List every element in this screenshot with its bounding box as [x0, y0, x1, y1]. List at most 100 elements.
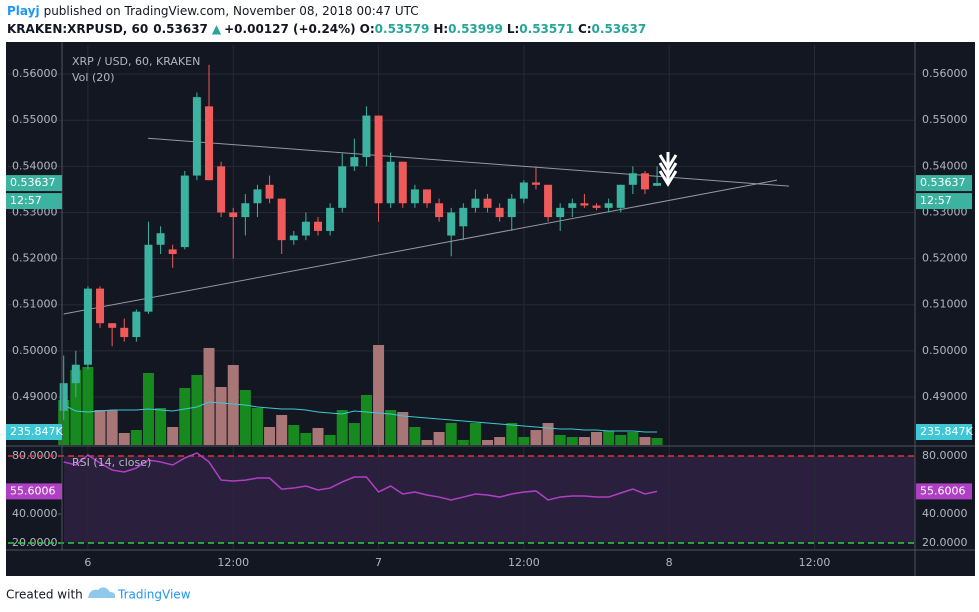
- volume-bar: [409, 426, 421, 445]
- volume-bar: [94, 410, 106, 445]
- candle-body: [168, 249, 177, 254]
- published: published on TradingView.com, November 0…: [44, 4, 419, 18]
- candle-body: [253, 189, 262, 204]
- h: 0.53999: [448, 22, 503, 36]
- volume-bar: [348, 423, 360, 445]
- volume-bar: [264, 426, 276, 445]
- candle-body: [628, 173, 637, 185]
- o-label: O:: [360, 22, 375, 36]
- h-label: H:: [433, 22, 448, 36]
- volume-bar: [312, 427, 324, 445]
- y-tick-label-right: 0.55000: [922, 113, 968, 126]
- volume-bar: [191, 374, 203, 445]
- candle-body: [108, 323, 117, 328]
- last-price-label-box: [6, 175, 62, 192]
- volume-bar: [651, 438, 663, 445]
- x-tick-label: 6: [84, 556, 91, 569]
- candle-body: [556, 207, 565, 218]
- candle-body: [156, 233, 165, 245]
- candle-body: [277, 198, 286, 241]
- y-tick-label-right: 0.51000: [922, 298, 968, 311]
- arrow: ▲: [212, 22, 222, 36]
- c-label: C:: [578, 22, 592, 36]
- candle-body: [374, 115, 383, 204]
- volume-bar: [421, 439, 433, 445]
- candle-body: [314, 221, 323, 231]
- rsi-tick-label-right: 20.0000: [922, 536, 968, 549]
- candle-body: [544, 184, 553, 218]
- x-tick-label: 7: [375, 556, 382, 569]
- volume-bar: [155, 407, 167, 445]
- candle-body: [483, 198, 492, 208]
- volume-bar: [457, 439, 469, 445]
- y-tick-label: 0.51000: [12, 298, 58, 311]
- y-tick-label-right: 0.56000: [922, 67, 968, 80]
- volume-ma-label: 235.847K: [920, 425, 973, 438]
- last-price-label: 0.53637: [10, 176, 56, 189]
- x-tick-label: 12:00: [508, 556, 540, 569]
- candle-body: [604, 203, 613, 208]
- x-tick-label: 12:00: [799, 556, 831, 569]
- logo: [88, 587, 116, 598]
- candle-body: [531, 182, 540, 185]
- header-line: Playj published on TradingView.com, Novem…: [7, 4, 419, 18]
- volume-bar: [179, 387, 191, 445]
- y-tick-label-right: 0.50000: [922, 344, 968, 357]
- countdown-box: [916, 193, 972, 210]
- candle-body: [120, 327, 129, 338]
- rsi-line: [63, 452, 658, 501]
- volume-bar: [251, 407, 263, 445]
- footer-brand: TradingView: [117, 588, 191, 602]
- volume-bar: [360, 394, 372, 445]
- x-tick-label: 8: [666, 556, 673, 569]
- volume-bar: [639, 437, 651, 445]
- volume-bar: [518, 437, 530, 445]
- volume-bar: [130, 430, 142, 445]
- candle-body: [640, 173, 649, 190]
- candle-body: [592, 205, 601, 208]
- last-price-label: 0.53637: [920, 176, 966, 189]
- volume-bar: [106, 410, 118, 445]
- volume-bar: [58, 399, 70, 445]
- y-tick-label: 0.50000: [12, 344, 58, 357]
- volume-bar: [469, 423, 481, 445]
- candle-body: [265, 184, 274, 199]
- last: 0.53637: [153, 22, 208, 36]
- y-tick-label: 0.52000: [12, 252, 58, 265]
- volume-bar: [300, 432, 312, 445]
- c: 0.53637: [592, 22, 647, 36]
- symbol: KRAKEN:XRPUSD, 60: [7, 22, 148, 36]
- chart-title: XRP / USD, 60, KRAKEN: [72, 55, 200, 68]
- candle-body: [519, 182, 528, 199]
- trendline: [147, 137, 790, 187]
- candle-body: [96, 288, 105, 324]
- y-tick-label: 0.49000: [12, 390, 58, 403]
- countdown-box: [6, 193, 62, 210]
- volume-bar: [385, 410, 397, 445]
- candle-body: [241, 203, 250, 218]
- volume-bar: [482, 439, 494, 445]
- volume-bar: [627, 431, 639, 445]
- candle-body: [495, 207, 504, 218]
- volume-bar: [578, 437, 590, 445]
- volume-bar: [118, 432, 130, 445]
- rsi-title: RSI (14, close): [72, 456, 151, 469]
- y-tick-label-right: 0.49000: [922, 390, 968, 403]
- x-tick-label: 12:00: [217, 556, 249, 569]
- trendline: [63, 179, 778, 315]
- countdown: 12:57: [10, 194, 42, 207]
- rsi-label: 55.6006: [920, 484, 966, 497]
- l: 0.53571: [519, 22, 574, 36]
- rsi-tick-label-right: 80.0000: [922, 449, 968, 462]
- candle-body: [217, 166, 226, 213]
- volume-ma-label-box: [6, 424, 62, 441]
- volume-bar: [530, 430, 542, 445]
- candle-body: [410, 189, 419, 204]
- volume-bar: [554, 434, 566, 445]
- change: +0.00127 (+0.24%): [224, 22, 356, 36]
- candle-body: [180, 175, 189, 248]
- candle-body: [616, 184, 625, 208]
- volume-bar: [276, 414, 288, 445]
- volume-bar: [433, 431, 445, 445]
- candle-body: [192, 97, 201, 176]
